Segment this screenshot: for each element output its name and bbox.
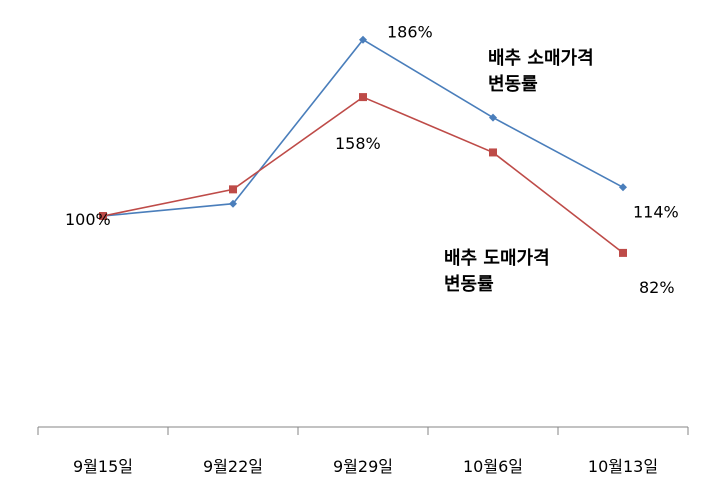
square-marker [229,185,237,194]
diamond-marker [619,183,627,192]
x-tick-label: 10월6일 [463,457,523,476]
x-axis-ticks [37,427,689,435]
x-tick-label: 9월15일 [73,457,133,476]
series-label-line: 배추 도매가격 [444,248,550,269]
diamond-marker [489,113,497,122]
x-tick-label: 9월22일 [203,457,263,476]
data-label: 186% [387,23,433,42]
data-label: 100% [65,210,111,229]
diamond-marker [229,199,237,208]
x-tick-label: 9월29일 [333,457,393,476]
square-marker [619,248,627,257]
data-label: 114% [633,202,679,221]
series-label-line: 변동률 [444,274,494,295]
data-labels: 100% 186% 114% 158% 82% [65,23,679,297]
square-marker [489,148,497,157]
square-marker [99,212,107,220]
x-tick-label: 10월13일 [588,457,658,476]
diamond-marker [359,35,367,44]
square-marker [359,93,367,102]
data-label: 82% [639,278,675,297]
series-line-1 [102,96,624,254]
x-axis-tick-labels: 9월15일 9월22일 9월29일 10월6일 10월13일 [73,457,658,476]
series-label-line: 변동률 [488,74,538,95]
series-label-line: 배추 소매가격 [488,48,594,69]
series-markers [99,35,627,257]
data-label: 158% [335,134,381,153]
